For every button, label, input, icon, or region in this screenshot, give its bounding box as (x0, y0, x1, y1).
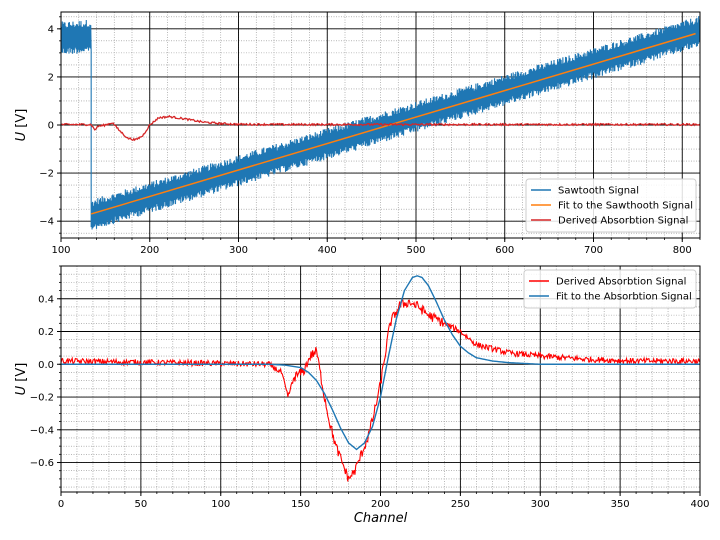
legend-box (525, 178, 697, 233)
x-tick-label: 300 (531, 499, 550, 510)
x-tick-label: 100 (51, 245, 70, 256)
top-ticks: 100 200 300 400 500 600 700 800 −4 −2 0 2 4 (39, 16, 701, 256)
x-tick-label: 500 (406, 245, 425, 256)
y-tick-label: −0.6 (30, 458, 54, 469)
x-tick-label: 250 (451, 499, 470, 510)
x-tick-label: 600 (495, 245, 514, 256)
x-tick-label: 200 (140, 245, 159, 256)
legend-label: Derived Absorbtion Signal (558, 216, 688, 227)
x-tick-label: 350 (611, 499, 630, 510)
y-tick-label: 0.2 (38, 327, 54, 338)
x-tick-label: 0 (58, 499, 64, 510)
x-tick-label: 400 (318, 245, 337, 256)
x-tick-label: 300 (229, 245, 248, 256)
legend-label: Derived Absorbtion Signal (556, 277, 686, 288)
y-tick-label: −0.4 (30, 425, 54, 436)
y-tick-label: −4 (39, 217, 54, 228)
x-tick-label: 50 (135, 499, 148, 510)
x-tick-label: 150 (291, 499, 310, 510)
top-chart-panel: 100 200 300 400 500 600 700 800 −4 −2 0 2 4 U [V] Sawt… (14, 11, 701, 256)
y-tick-label: 4 (48, 24, 54, 35)
derived-absorption-line (61, 299, 700, 482)
y-tick-label: 0.0 (38, 360, 54, 371)
bottom-ticks: 0 50 100 150 200 250 300 350 400 −0.6 −0.4 −0.2 0.0 0… (30, 265, 710, 510)
legend-label: Fit to the Sawthooth Signal (558, 201, 693, 212)
x-tick-label: 800 (673, 245, 692, 256)
bottom-chart-panel: 0 50 100 150 200 250 300 350 400 −0.6 −0.4 −0.2 0.0 0… (14, 265, 710, 526)
x-tick-label: 700 (584, 245, 603, 256)
x-tick-label: 100 (211, 499, 230, 510)
top-y-axis-label: U [V] (14, 109, 29, 142)
y-tick-label: 2 (48, 72, 54, 83)
x-tick-label: 400 (690, 499, 709, 510)
legend-label: Fit to the Absorbtion Signal (556, 292, 692, 303)
bottom-legend: Derived Absorbtion Signal Fit to the Abso… (523, 269, 697, 309)
y-tick-label: 0.4 (38, 294, 54, 305)
top-legend: Sawtooth Signal Fit to the Sawthooth Sign… (525, 178, 697, 233)
derived-absorption-line (61, 114, 700, 142)
bottom-y-axis-label: U [V] (14, 363, 29, 396)
y-tick-label: −2 (39, 169, 54, 180)
top-series (61, 16, 700, 230)
y-tick-label: 0 (48, 121, 54, 132)
legend-label: Sawtooth Signal (558, 186, 639, 197)
absorption-fit-line (61, 275, 700, 451)
bottom-x-axis-label: Channel (354, 511, 408, 526)
legend-box (523, 269, 697, 309)
bottom-series (61, 275, 700, 482)
y-tick-label: −0.2 (30, 393, 54, 404)
x-tick-label: 200 (371, 499, 390, 510)
